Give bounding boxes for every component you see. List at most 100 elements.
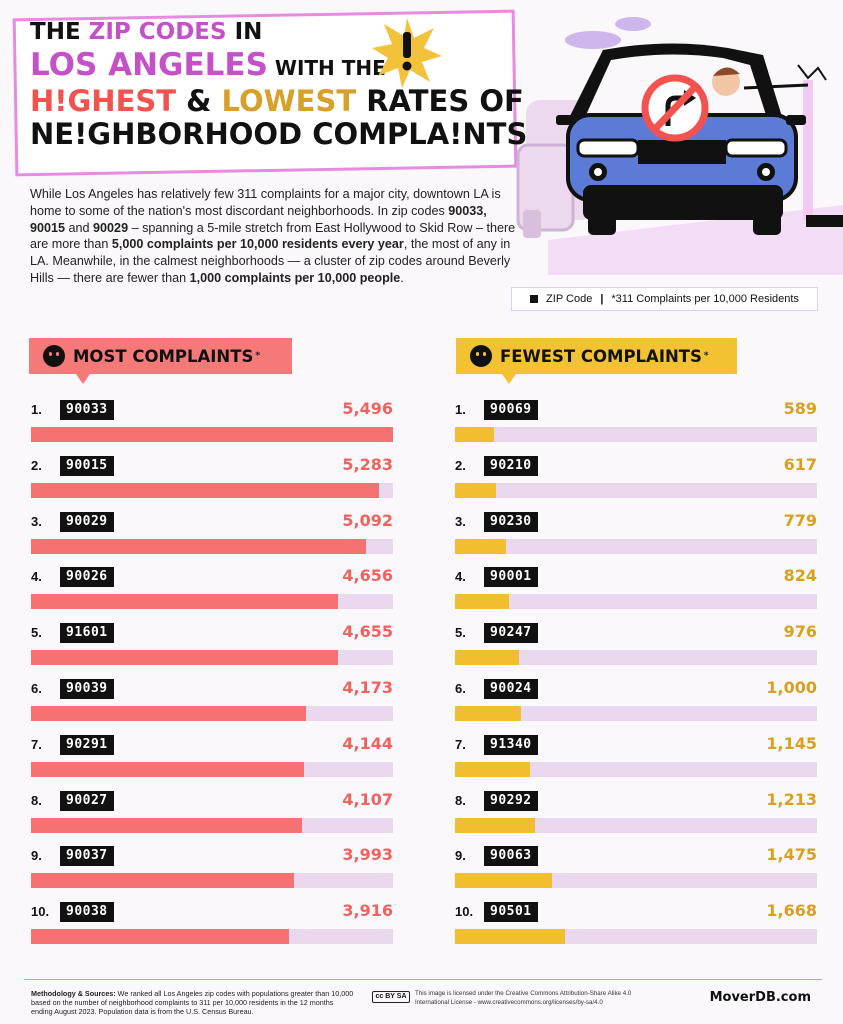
bar-row: 2. 90210 617: [455, 454, 817, 512]
title-line-1: THE ZIP CODES IN: [30, 16, 530, 49]
zip-code-label: 90027: [60, 790, 114, 811]
intro-bold: ,: [483, 203, 487, 218]
intro-bold: 90033: [448, 203, 484, 218]
bar-row: 10. 90501 1,668: [455, 901, 817, 958]
zip-code-label: 90292: [484, 790, 538, 811]
zip-code-label: 90038: [60, 902, 114, 923]
bar-row: 8. 90027 4,107: [31, 790, 393, 847]
value-label: 4,656: [342, 566, 393, 586]
title-text-highest: H!GHEST: [30, 84, 177, 118]
bar-row: 8. 90292 1,213: [455, 790, 817, 847]
exclamation-burst-icon: [372, 18, 442, 88]
zip-code-label: 90063: [484, 846, 538, 867]
rank-label: 7.: [455, 736, 466, 752]
zip-code-label: 90015: [60, 455, 114, 476]
zip-code-label: 90230: [484, 511, 538, 532]
zip-code-label: 90029: [60, 511, 114, 532]
rank-label: 9.: [455, 848, 466, 864]
zip-code-label: 90210: [484, 455, 538, 476]
bar-row: 7. 91340 1,145: [455, 734, 817, 791]
zip-code-label: 90033: [60, 400, 114, 420]
rank-label: 9.: [31, 848, 42, 864]
zip-code-label: 90026: [60, 567, 114, 588]
bar-track: [455, 929, 817, 945]
bar: [455, 594, 510, 610]
bar-row: 1. 90069 589: [455, 399, 817, 456]
zip-code-label: 90039: [60, 678, 114, 699]
bar: [31, 873, 294, 889]
fewest-complaints-chart: 1. 90069 589 2. 90210 617 3. 90230 779 4. 90001 824…: [455, 399, 817, 958]
value-label: 1,668: [766, 901, 817, 921]
bar-row: 3. 90230 779: [455, 511, 817, 568]
bar: [455, 650, 520, 666]
rank-label: 4.: [31, 569, 42, 585]
bar-track: [31, 873, 393, 889]
fewest-header-pointer: [502, 374, 516, 384]
intro-bold: 5,000 complaints per 10,000 residents ev…: [111, 237, 404, 252]
legend: ZIP Code | *311 Complaints per 10,000 Re…: [511, 287, 818, 311]
bar-track: [31, 761, 393, 777]
rank-label: 7.: [31, 736, 42, 752]
rank-label: 2.: [31, 457, 42, 473]
title-text: THE: [30, 19, 89, 45]
value-label: 3,993: [342, 845, 393, 865]
value-label: 824: [783, 566, 817, 586]
title-text: RATES OF: [356, 84, 524, 118]
intro-bold: 90015: [30, 220, 66, 235]
bar: [455, 427, 494, 442]
value-label: 589: [783, 399, 817, 418]
bar-row: 6. 90024 1,000: [455, 677, 817, 735]
bar-row: 2. 90015 5,283: [31, 455, 393, 512]
bar-track: [455, 817, 817, 833]
most-header-label: MOST COMPLAINTS: [73, 346, 254, 366]
bar: [455, 761, 531, 777]
bar-row: 9. 90037 3,993: [31, 845, 393, 902]
bar-row: 9. 90063 1,475: [455, 845, 817, 902]
value-label: 1,000: [766, 677, 817, 697]
bar-track: [31, 594, 393, 610]
bar: [455, 538, 507, 554]
fewest-header-label: FEWEST COMPLAINTS: [500, 346, 702, 366]
rank-label: 6.: [31, 680, 42, 696]
rank-label: 1.: [31, 402, 42, 417]
title-text: WITH THE: [267, 56, 386, 80]
title-line-4: NE!GHBORHOOD COMPLA!NTS: [30, 117, 528, 151]
cloud-icon: [565, 31, 621, 49]
rank-label: 3.: [31, 513, 42, 529]
zip-code-label: 90037: [60, 846, 114, 867]
rank-label: 2.: [455, 457, 466, 473]
value-label: 1,475: [766, 845, 817, 865]
no-turn-sign-icon: [641, 74, 709, 142]
intro-text: , the most of any in LA. Meanwhile, in t…: [30, 237, 511, 285]
page-title: THE ZIP CODES IN LOS ANGELES WITH THE H!…: [30, 16, 530, 151]
zip-code-label: 90247: [484, 623, 538, 644]
bar-track: [455, 761, 817, 777]
value-label: 617: [783, 454, 817, 474]
rank-label: 1.: [455, 402, 466, 417]
title-line-3: H!GHEST & LOWEST RATES OF: [30, 85, 530, 118]
bar-row: 1. 90033 5,496: [31, 399, 393, 456]
happy-face-icon: [470, 345, 492, 367]
bar-track: [455, 650, 817, 666]
bar-track: [455, 427, 817, 442]
bar: [31, 929, 289, 945]
value-label: 4,173: [342, 677, 393, 697]
bar-row: 4. 90001 824: [455, 566, 817, 623]
intro-paragraph: While Los Angeles has relatively few 311…: [30, 186, 516, 287]
bar-row: 5. 90247 976: [455, 622, 817, 679]
bar: [31, 427, 393, 442]
intro-text: .: [400, 270, 404, 285]
most-header-pointer: [76, 374, 90, 384]
title-text: IN: [226, 19, 263, 45]
bar-row: 4. 90026 4,656: [31, 566, 393, 623]
rank-label: 8.: [31, 792, 42, 808]
bar-row: 10. 90038 3,916: [31, 901, 393, 958]
intro-bold: 90029: [93, 220, 129, 235]
rank-label: 4.: [455, 569, 466, 585]
intro-text: and: [65, 220, 94, 235]
bar-track: [31, 482, 393, 498]
zip-code-label: 90501: [484, 902, 538, 923]
sad-face-icon: [43, 345, 65, 367]
bar-track: [31, 538, 393, 554]
